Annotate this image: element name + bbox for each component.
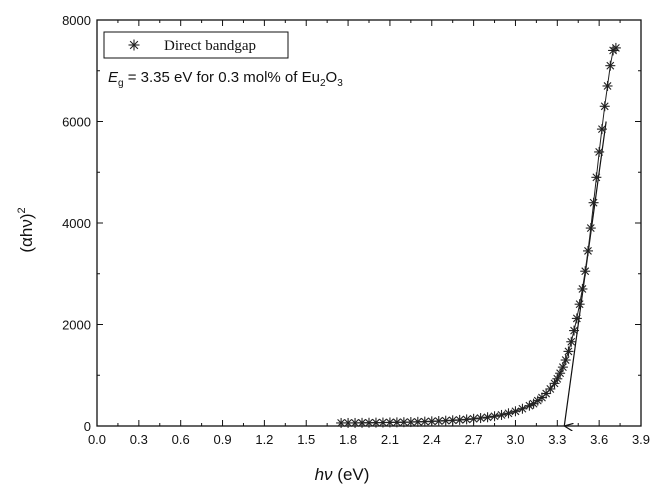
data-point xyxy=(602,80,613,91)
y-tick-label: 6000 xyxy=(62,115,91,130)
data-point xyxy=(503,408,514,419)
bandgap-annotation: Eg = 3.35 eV for 0.3 mol% of Eu2O3 xyxy=(108,69,343,89)
data-point xyxy=(566,336,577,347)
x-tick-label: 2.1 xyxy=(381,432,399,447)
data-point xyxy=(571,313,582,324)
y-axis-title: (αhν)2 xyxy=(16,207,36,252)
x-tick-label: 0.3 xyxy=(130,432,148,447)
data-point xyxy=(577,283,588,294)
x-tick-label: 3.6 xyxy=(590,432,608,447)
data-point xyxy=(594,146,605,157)
y-tick-label: 0 xyxy=(84,419,91,434)
y-tick-label: 8000 xyxy=(62,13,91,28)
data-point xyxy=(596,124,607,135)
data-point xyxy=(454,414,465,425)
x-tick-label: 0.9 xyxy=(213,432,231,447)
y-tick-label: 4000 xyxy=(62,216,91,231)
series-line-direct-bandgap xyxy=(341,47,617,424)
x-tick-label: 1.8 xyxy=(339,432,357,447)
x-tick-label: 1.2 xyxy=(255,432,273,447)
x-tick-label: 3.3 xyxy=(548,432,566,447)
data-point xyxy=(563,346,574,357)
data-point xyxy=(461,414,472,425)
data-point xyxy=(545,383,556,394)
legend-asterisk-icon xyxy=(128,39,140,51)
x-tick-label: 3.9 xyxy=(632,432,650,447)
data-point xyxy=(489,411,500,422)
data-point xyxy=(569,325,580,336)
data-point xyxy=(582,245,593,256)
legend-marker-asterisk xyxy=(128,39,140,51)
data-point xyxy=(605,60,616,71)
data-point xyxy=(585,223,596,234)
data-point xyxy=(468,413,479,424)
legend: Direct bandgap xyxy=(103,31,289,59)
data-point xyxy=(580,266,591,277)
data-point xyxy=(588,197,599,208)
data-point xyxy=(405,417,416,428)
x-axis-title: hν (eV) xyxy=(315,465,370,484)
data-point xyxy=(524,400,535,411)
data-point xyxy=(398,417,409,428)
x-tick-label: 1.5 xyxy=(297,432,315,447)
x-tick-label: 2.7 xyxy=(465,432,483,447)
data-point xyxy=(557,362,568,373)
data-point xyxy=(482,412,493,423)
data-points xyxy=(336,42,621,428)
data-point xyxy=(475,413,486,424)
data-point xyxy=(599,101,610,112)
data-point xyxy=(384,417,395,428)
legend-label: Direct bandgap xyxy=(164,38,256,54)
x-tick-label: 3.0 xyxy=(506,432,524,447)
data-point xyxy=(591,172,602,183)
data-point xyxy=(560,355,571,366)
x-tick-label: 2.4 xyxy=(423,432,441,447)
data-point xyxy=(532,395,543,406)
data-point xyxy=(574,299,585,310)
x-tick-label: 0.6 xyxy=(172,432,190,447)
data-point xyxy=(496,409,507,420)
data-point xyxy=(610,42,621,53)
data-point xyxy=(510,406,521,417)
x-tick-label: 0.0 xyxy=(88,432,106,447)
data-point xyxy=(336,417,347,428)
y-tick-label: 2000 xyxy=(62,318,91,333)
axis-tick-labels: 0.0 0.3 0.6 0.9 1.2 1.5 1.8 2.1 2.4 2.7 3.0 3.3 3.6 3… xyxy=(62,13,650,447)
